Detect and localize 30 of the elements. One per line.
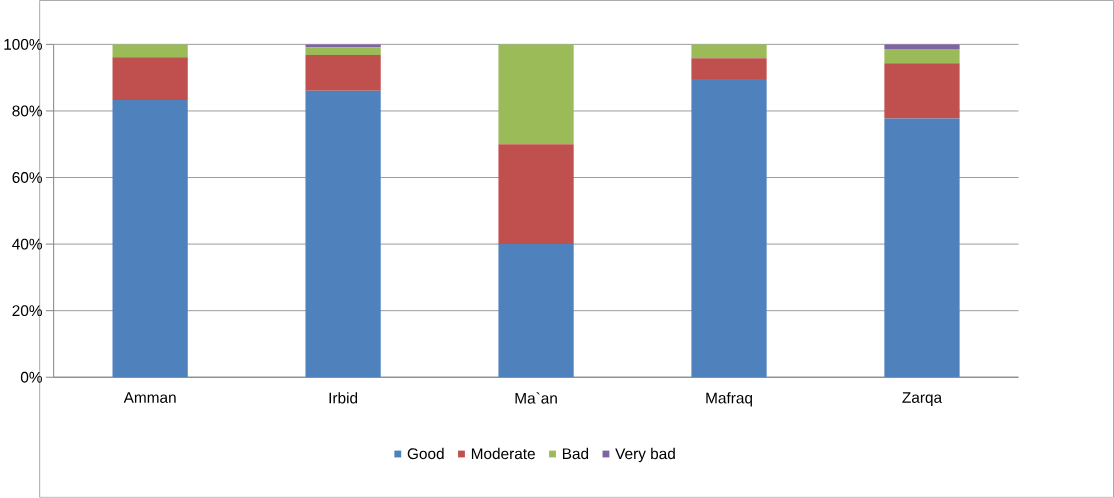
y-tick-label: 60% (12, 172, 42, 184)
bar (691, 79, 767, 378)
bar (884, 49, 960, 64)
bar (305, 90, 381, 378)
x-tick-label: Zarqa (902, 392, 943, 407)
bar (498, 144, 574, 245)
bar (498, 244, 574, 378)
bar (305, 47, 381, 56)
legend-label: Bad (562, 447, 589, 460)
legend-label: Good (407, 447, 444, 460)
bar (691, 44, 767, 59)
bar (691, 58, 767, 80)
bar (884, 63, 960, 119)
bar (112, 44, 188, 58)
bar (305, 55, 381, 91)
y-tick-label: 40% (12, 238, 42, 250)
y-tick-label: 0% (20, 371, 42, 383)
x-tick-label: Amman (123, 392, 176, 404)
x-tick-label: Ma`an (515, 392, 557, 404)
legend-label: Moderate (471, 447, 535, 460)
bar (884, 118, 960, 378)
x-tick-label: Mafraq (706, 392, 752, 407)
bar (498, 44, 574, 145)
bar (112, 100, 188, 378)
bar (112, 57, 188, 101)
x-tick-label: Irbid (329, 392, 358, 404)
y-tick-label: 100% (4, 39, 42, 50)
legend-label: Very bad (615, 447, 675, 463)
y-tick-label: 80% (12, 105, 42, 117)
y-tick-label: 20% (12, 305, 42, 317)
